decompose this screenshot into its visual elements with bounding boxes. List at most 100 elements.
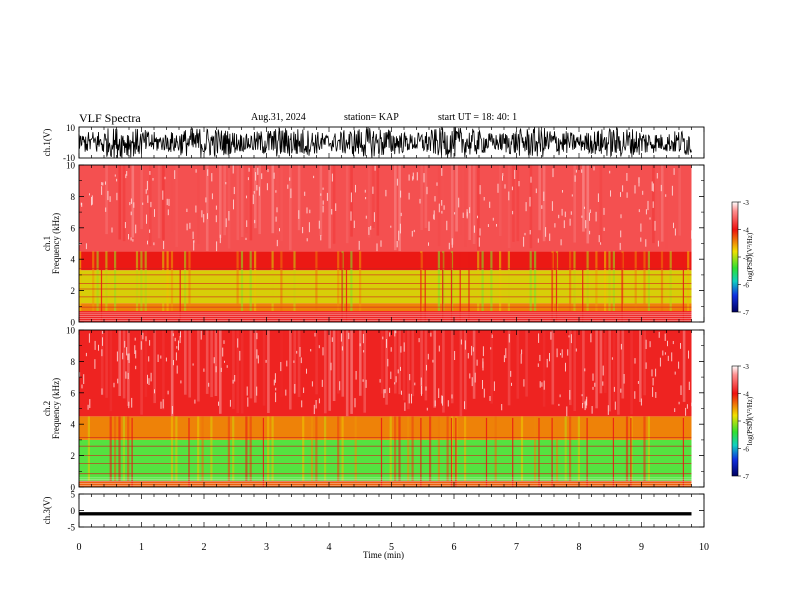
ch2-spectrogram-streak bbox=[153, 330, 156, 404]
ch2-spectrogram-speckle bbox=[390, 347, 392, 352]
ch2-spectrogram-speckle bbox=[569, 390, 571, 400]
ch1-spectrogram-speckle bbox=[645, 239, 647, 247]
ch2-spectrogram-speckle bbox=[592, 373, 594, 381]
ch2-spectrogram-speckle bbox=[286, 360, 288, 367]
ch1-spectrogram-speckle bbox=[483, 197, 485, 201]
ch2-spectrogram-streak bbox=[639, 330, 642, 402]
ch2-spectrogram-speckle bbox=[482, 361, 484, 371]
ch2-spectrogram-streak bbox=[332, 330, 336, 401]
ch2-spectrogram-speckle bbox=[510, 370, 512, 377]
ch1-spectrogram-speckle bbox=[101, 182, 103, 186]
ch2-spectrogram-speckle bbox=[142, 332, 144, 340]
ch2-spectrogram-streak bbox=[122, 416, 125, 481]
ch1-spectrogram-speckle bbox=[207, 213, 208, 220]
ch2-spectrogram-streak bbox=[573, 330, 576, 411]
ch2-spectrogram-speckle bbox=[162, 399, 164, 409]
ch1-spectrogram-speckle bbox=[365, 197, 367, 200]
ch2-spectrogram-streak bbox=[170, 416, 174, 481]
ch1-spectrogram-speckle bbox=[205, 197, 207, 203]
ch2-spectrogram-speckle bbox=[127, 353, 129, 361]
ch2-spectrogram-speckle bbox=[634, 391, 636, 399]
ch2-spectrogram-speckle bbox=[220, 367, 222, 372]
ch1-spectrogram-speckle bbox=[473, 225, 475, 233]
ch1-spectrogram-streak bbox=[420, 252, 422, 322]
ch1-spectrogram-speckle bbox=[428, 242, 429, 246]
ch2-spectrogram-speckle bbox=[117, 378, 119, 384]
ch2-spectrogram-speckle bbox=[454, 351, 456, 360]
ch1-spectrogram-speckle bbox=[626, 192, 628, 198]
ch2-spectrogram-speckle bbox=[215, 366, 217, 373]
ch2-spectrogram-speckle bbox=[135, 350, 137, 359]
ch2-spectrogram-band-0 bbox=[79, 480, 692, 487]
ch1-spectrogram-speckle bbox=[207, 169, 209, 176]
ch1-spectrogram-streak bbox=[573, 251, 576, 311]
ch1-spectrogram-speckle bbox=[298, 210, 300, 219]
ch1-spectrogram-streak bbox=[240, 251, 244, 311]
ch2-spectrogram-speckle bbox=[420, 377, 422, 386]
ch2-spectrogram-speckle bbox=[389, 387, 391, 393]
x-tick-label: 4 bbox=[327, 542, 332, 553]
ch2-spectrogram-streak bbox=[595, 330, 598, 409]
ch1-spectrogram-streak bbox=[477, 251, 480, 311]
ch1-spectrogram-speckle bbox=[335, 203, 337, 211]
ch1-spectrogram-streak bbox=[468, 252, 470, 322]
ch2-spectrogram-speckle bbox=[411, 393, 412, 404]
ch1-spectrogram-speckle bbox=[640, 237, 642, 242]
ch1-spectrogram-streak bbox=[280, 165, 283, 242]
ch1-spectrogram-streak bbox=[254, 165, 257, 229]
ch1-spectrogram-speckle bbox=[225, 182, 227, 185]
ch2-spectrogram-streak bbox=[617, 330, 620, 415]
ch2-spectrogram-speckle bbox=[447, 400, 449, 407]
ch1-spectrogram-streak bbox=[621, 252, 623, 322]
ch1-spectrogram-speckle bbox=[364, 189, 366, 193]
ch2-spectrogram-speckle bbox=[421, 386, 422, 396]
ch2-spectrogram-streak bbox=[551, 417, 553, 487]
ch2-spectrogram-speckle bbox=[160, 355, 162, 359]
x-tick-label: 1 bbox=[139, 542, 144, 553]
ch2-spectrogram-speckle bbox=[274, 373, 276, 383]
ch2-spectrogram-speckle bbox=[471, 377, 473, 387]
ch2-spectrogram-streak bbox=[464, 330, 467, 410]
ch1-colorbar-tick-label: -6 bbox=[743, 282, 749, 290]
ch2-spectrogram-speckle bbox=[301, 400, 303, 408]
ch2-spectrogram-streak bbox=[109, 416, 112, 481]
ch2-spectrogram-speckle bbox=[179, 335, 181, 344]
ch1-spectrogram-speckle bbox=[419, 198, 421, 204]
ch2-spectrogram-streak bbox=[118, 416, 121, 481]
ch2-spectrogram-speckle bbox=[389, 332, 391, 337]
ch2-spectrogram-speckle bbox=[229, 399, 231, 407]
ch1-spectrogram-speckle bbox=[441, 200, 443, 206]
station-label: station= KAP bbox=[344, 112, 399, 123]
ch1-spectrogram-streak bbox=[332, 165, 336, 244]
ch2-spectrogram-streak bbox=[289, 330, 292, 410]
ch2-spectrogram-streak bbox=[240, 330, 244, 414]
ch1-spectrogram-streak bbox=[236, 251, 239, 311]
ch1-spectrogram-speckle bbox=[287, 184, 289, 189]
ch2-spectrogram-speckle bbox=[165, 357, 167, 362]
ch1-spectrogram-speckle bbox=[652, 201, 654, 208]
ch1-spectrogram-streak bbox=[258, 165, 261, 235]
ch2-spectrogram-speckle bbox=[256, 349, 258, 359]
ch1-colorbar-tick-label: -4 bbox=[743, 227, 749, 235]
ch2-spectrogram-streak bbox=[127, 330, 130, 406]
ch1-spectrogram-speckle bbox=[411, 230, 413, 237]
ch1-spectrogram-ytick-label: 6 bbox=[71, 223, 76, 233]
ch2-spectrogram-speckle bbox=[607, 405, 609, 415]
ch1-spectrogram-streak bbox=[569, 251, 572, 311]
ch1-spectrogram-speckle bbox=[416, 172, 418, 181]
ch2-spectrogram-speckle bbox=[559, 394, 561, 398]
ch2-spectrogram-streak bbox=[280, 330, 283, 397]
ch2-colorbar bbox=[731, 365, 739, 477]
ch2-spectrogram-streak bbox=[267, 330, 270, 413]
ch2-spectrogram-speckle bbox=[482, 380, 483, 389]
ch2-spectrogram-speckle bbox=[539, 381, 541, 388]
ch2-spectrogram-speckle bbox=[667, 340, 668, 347]
ch1-spectrogram-speckle bbox=[638, 209, 640, 213]
ch1-spectrogram-streak bbox=[586, 165, 590, 244]
ch1-spectrogram-speckle bbox=[350, 211, 352, 221]
ch2-spectrogram-streak bbox=[512, 417, 514, 487]
ch1-spectrogram-streak bbox=[608, 251, 611, 311]
ch1-spectrogram-speckle bbox=[201, 210, 203, 218]
ch2-spectrogram-speckle bbox=[602, 381, 604, 386]
ch1-spectrogram-speckle bbox=[247, 177, 249, 181]
